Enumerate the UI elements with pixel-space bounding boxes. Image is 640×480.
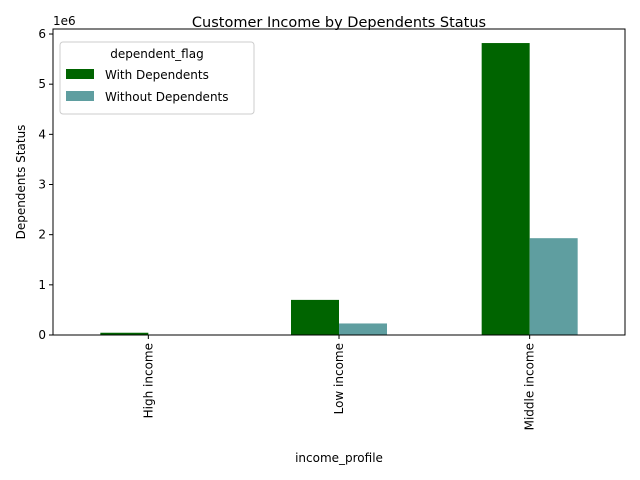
bar-group <box>100 43 578 336</box>
bar-with-dependents-0 <box>100 332 149 335</box>
legend-frame <box>59 41 255 115</box>
x-axis-label: income_profile <box>295 451 383 465</box>
x-tick-label-1: Low income <box>332 343 346 414</box>
legend-title: dependent_flag <box>110 47 203 61</box>
bar-with-dependents-2 <box>481 43 530 336</box>
y-tick-label-6: 6 <box>38 27 46 41</box>
y-tick-label-2: 2 <box>38 228 46 242</box>
y-tick-label-5: 5 <box>38 77 46 91</box>
y-tick-label-1: 1 <box>38 278 46 292</box>
legend-label-with-dependents: With Dependents <box>105 68 209 82</box>
legend-swatch-without-dependents <box>66 91 94 101</box>
y-axis: 0 1 2 3 4 5 6 <box>38 27 53 342</box>
x-tick-label-0: High income <box>141 343 155 418</box>
bar-without-dependents-1 <box>339 323 387 335</box>
y-axis-offset-label: 1e6 <box>53 14 76 28</box>
x-axis: High income Low income Middle income <box>141 335 537 430</box>
legend-swatch-with-dependents <box>66 69 94 79</box>
chart-title: Customer Income by Dependents Status <box>192 15 486 31</box>
y-tick-label-4: 4 <box>38 127 46 141</box>
bar-without-dependents-2 <box>529 238 578 335</box>
y-tick-label-3: 3 <box>38 178 46 192</box>
x-tick-label-2: Middle income <box>523 343 537 430</box>
y-axis-label: Dependents Status <box>14 125 28 240</box>
y-tick-label-0: 0 <box>38 328 46 342</box>
legend: dependent_flag With Dependents Without D… <box>59 41 255 115</box>
legend-label-without-dependents: Without Dependents <box>105 90 229 104</box>
bar-with-dependents-1 <box>291 299 339 335</box>
